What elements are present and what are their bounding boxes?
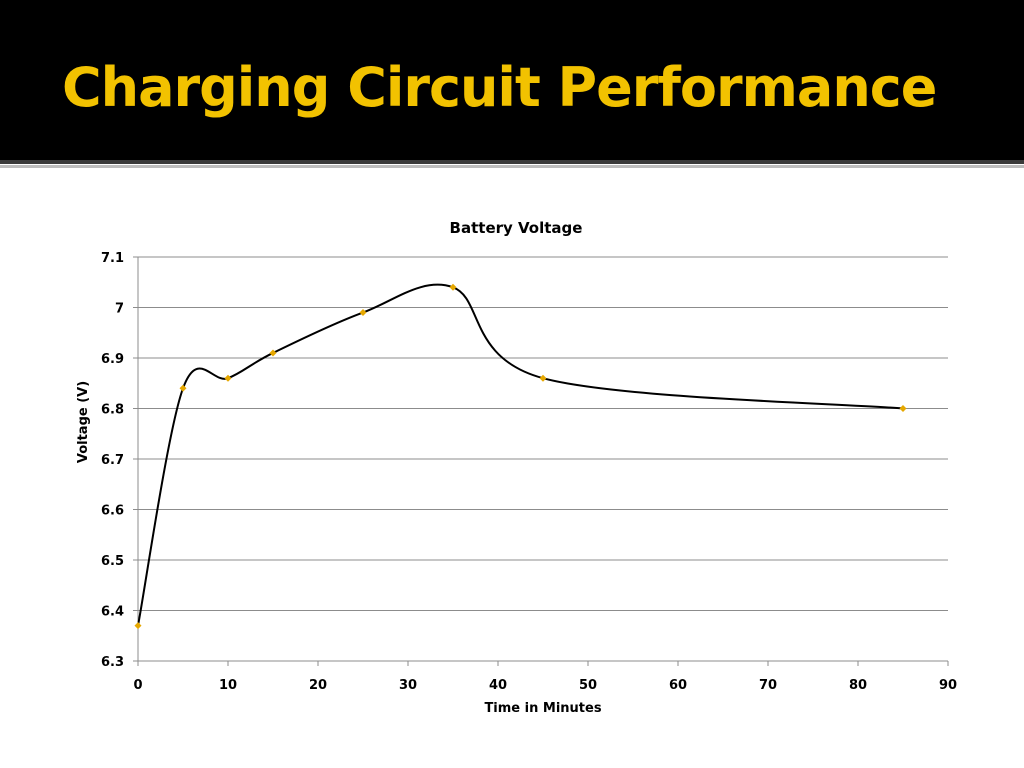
y-tick-label: 6.9 xyxy=(101,352,124,367)
gridlines xyxy=(138,256,948,611)
data-point xyxy=(224,374,232,382)
y-tick-label: 6.6 xyxy=(101,504,124,519)
x-tick-label: 10 xyxy=(219,678,237,693)
x-tick-label: 0 xyxy=(133,678,142,693)
data-point xyxy=(899,405,907,412)
y-axis-title: Voltage (V) xyxy=(76,381,91,463)
x-tick-label: 90 xyxy=(939,678,957,693)
x-tick-label: 20 xyxy=(309,678,327,693)
series-line xyxy=(137,283,904,626)
title-bar xyxy=(0,0,1024,160)
tick-labels: 6.3 6.4 6.5 6.6 6.7 6.8 6.9 7 7.1 0 10 20 30 40 50 60 70… xyxy=(101,251,957,693)
data-point xyxy=(134,622,142,630)
x-tick-label: 60 xyxy=(669,678,687,693)
data-point xyxy=(449,283,457,291)
x-tick-label: 40 xyxy=(489,678,507,693)
data-markers xyxy=(134,283,907,630)
chart-title: Battery Voltage xyxy=(450,219,583,237)
y-tick-label: 7 xyxy=(115,302,124,317)
data-point xyxy=(539,374,547,382)
y-tick-label: 6.4 xyxy=(101,605,124,620)
y-tick-label: 6.7 xyxy=(101,453,124,468)
x-tick-label: 30 xyxy=(399,678,417,693)
x-axis-title: Time in Minutes xyxy=(484,701,601,716)
data-point xyxy=(269,349,277,357)
x-tick-label: 80 xyxy=(849,678,867,693)
y-tick-label: 6.8 xyxy=(101,403,124,418)
data-point xyxy=(359,309,367,317)
header-divider-light xyxy=(0,165,1024,168)
y-tick-label: 6.5 xyxy=(101,554,124,569)
x-tick-label: 50 xyxy=(579,678,597,693)
x-tick-label: 70 xyxy=(759,678,777,693)
header-divider xyxy=(0,160,1024,164)
data-point xyxy=(179,384,187,392)
slide-title: Charging Circuit Performance xyxy=(62,56,937,119)
y-tick-label: 7.1 xyxy=(101,251,124,266)
y-tick-label: 6.3 xyxy=(101,655,124,670)
axes xyxy=(133,256,949,666)
